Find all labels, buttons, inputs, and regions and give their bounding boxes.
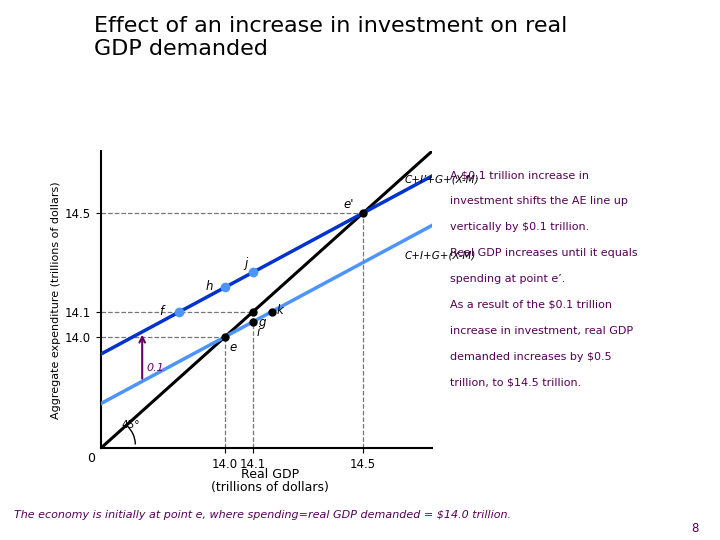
Y-axis label: Aggregate expenditure (trillions of dollars): Aggregate expenditure (trillions of doll… <box>50 181 60 418</box>
Text: f: f <box>160 305 163 318</box>
Text: The economy is initially at point e, where spending=real GDP demanded = $14.0 tr: The economy is initially at point e, whe… <box>14 510 511 521</box>
Text: A $0.1 trillion increase in: A $0.1 trillion increase in <box>450 170 589 180</box>
Text: As a result of the $0.1 trillion: As a result of the $0.1 trillion <box>450 300 612 310</box>
Text: e: e <box>229 341 236 354</box>
Text: (trillions of dollars): (trillions of dollars) <box>211 481 329 495</box>
Text: C+I+G+(X-M): C+I+G+(X-M) <box>405 250 476 260</box>
Text: 45°: 45° <box>122 421 140 430</box>
Text: e': e' <box>343 198 354 211</box>
Text: spending at point e’.: spending at point e’. <box>450 274 565 284</box>
Text: trillion, to $14.5 trillion.: trillion, to $14.5 trillion. <box>450 377 581 388</box>
Text: investment shifts the AE line up: investment shifts the AE line up <box>450 196 628 206</box>
Text: j: j <box>244 257 248 270</box>
Text: g: g <box>258 316 266 329</box>
Text: demanded increases by $0.5: demanded increases by $0.5 <box>450 352 611 362</box>
Text: i: i <box>257 326 260 339</box>
Text: 8: 8 <box>691 522 698 535</box>
Text: C+I’+G+(X-M): C+I’+G+(X-M) <box>405 174 479 185</box>
Text: Real GDP: Real GDP <box>241 468 299 481</box>
Text: h: h <box>205 280 213 293</box>
Text: vertically by $0.1 trillion.: vertically by $0.1 trillion. <box>450 222 589 232</box>
Text: Real GDP increases until it equals: Real GDP increases until it equals <box>450 248 638 258</box>
Text: 0: 0 <box>87 452 95 465</box>
Text: Effect of an increase in investment on real
GDP demanded: Effect of an increase in investment on r… <box>94 16 567 59</box>
Text: 0.1: 0.1 <box>146 363 164 374</box>
Text: k: k <box>276 305 283 318</box>
Text: increase in investment, real GDP: increase in investment, real GDP <box>450 326 633 336</box>
